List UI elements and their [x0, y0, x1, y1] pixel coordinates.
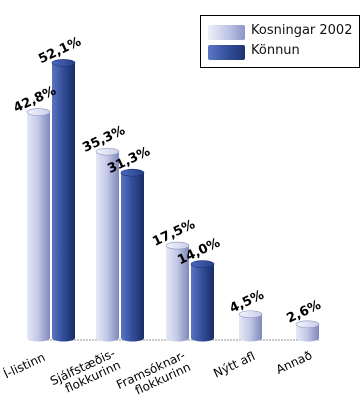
- category-label-0: Í-listinn: [1, 349, 47, 381]
- baseline-dot: [86, 339, 88, 341]
- baseline-dot: [158, 339, 160, 341]
- category-label-1: Sjálfstæðis-flokkurinn: [48, 346, 123, 400]
- baseline-dot: [275, 339, 277, 341]
- baseline-dot: [239, 339, 241, 341]
- baseline-dot: [83, 339, 85, 341]
- baseline-dot: [269, 339, 271, 341]
- baseline-dot: [152, 339, 154, 341]
- baseline-dot: [218, 339, 220, 341]
- baseline-dot: [119, 339, 121, 341]
- bar-body: [191, 264, 214, 342]
- bar-kosningar-4: [295, 320, 320, 342]
- bar-body: [296, 324, 319, 342]
- baseline-dot: [212, 339, 214, 341]
- baseline-dot: [74, 339, 76, 341]
- bar-body: [239, 314, 262, 342]
- baseline-dot: [287, 339, 289, 341]
- baseline-dot: [224, 339, 226, 341]
- baseline-dot: [296, 339, 298, 341]
- baseline-dot: [236, 339, 238, 341]
- baseline-dot: [164, 339, 166, 341]
- baseline-dot: [80, 339, 82, 341]
- bar-top: [165, 241, 190, 250]
- bar-top: [295, 320, 320, 329]
- baseline-dot: [266, 339, 268, 341]
- legend-swatch-konnun: [208, 45, 245, 60]
- legend-label-konnun: Könnun: [251, 43, 300, 58]
- baseline-dot: [143, 339, 145, 341]
- category-label-3: Nýtt afl: [211, 349, 257, 380]
- bar-top: [120, 168, 145, 177]
- baseline-dot: [233, 339, 235, 341]
- bar-kosningar-0: [26, 108, 51, 342]
- bar-kosningar-2: [165, 241, 190, 342]
- category-label-2: Framsóknar-flokkurinn: [114, 348, 192, 401]
- baseline-dot: [284, 339, 286, 341]
- baseline-dot: [89, 339, 91, 341]
- baseline-dot: [77, 339, 79, 341]
- baseline-dot: [290, 339, 292, 341]
- bar-kosningar-3: [238, 310, 263, 342]
- bar-top: [51, 59, 76, 67]
- baseline-dot: [191, 339, 193, 341]
- legend: Kosningar 2002 Könnun: [200, 15, 360, 68]
- baseline-dot: [146, 339, 148, 341]
- baseline-dot: [95, 339, 97, 341]
- legend-swatch-kosningar: [208, 25, 245, 40]
- legend-label-kosningar: Kosningar 2002: [251, 23, 353, 38]
- baseline-dot: [230, 339, 232, 341]
- bar-body: [52, 62, 75, 342]
- baseline-dot: [317, 339, 319, 341]
- baseline-dot: [215, 339, 217, 341]
- bar-konnun-1: [120, 168, 145, 342]
- baseline-dot: [161, 339, 163, 341]
- bar-konnun-2: [190, 260, 215, 342]
- bars: [26, 59, 320, 342]
- bar-top: [26, 108, 51, 116]
- bar-body: [27, 112, 50, 342]
- category-label-4: Annað: [274, 348, 314, 377]
- baseline-dot: [278, 339, 280, 341]
- baseline-dot: [188, 339, 190, 341]
- baseline-dot: [293, 339, 295, 341]
- baseline-dot: [92, 339, 94, 341]
- baseline-dot: [227, 339, 229, 341]
- bar-body: [121, 172, 144, 342]
- baseline-dot: [260, 339, 262, 341]
- baseline-dot: [263, 339, 265, 341]
- bar-konnun-0: [51, 59, 76, 342]
- category-labels: Í-listinn Sjálfstæðis-flokkurinnFramsókna…: [1, 346, 314, 401]
- bar-body: [96, 151, 119, 342]
- bar-top: [95, 147, 120, 156]
- bar-body: [166, 245, 189, 342]
- baseline-dot: [50, 339, 52, 341]
- baseline-dot: [155, 339, 157, 341]
- bar-kosningar-1: [95, 147, 120, 342]
- baseline-dot: [149, 339, 151, 341]
- baseline-dot: [272, 339, 274, 341]
- bar-top: [238, 310, 263, 319]
- baseline-dot: [221, 339, 223, 341]
- baseline-dot: [281, 339, 283, 341]
- bar-top: [190, 260, 215, 268]
